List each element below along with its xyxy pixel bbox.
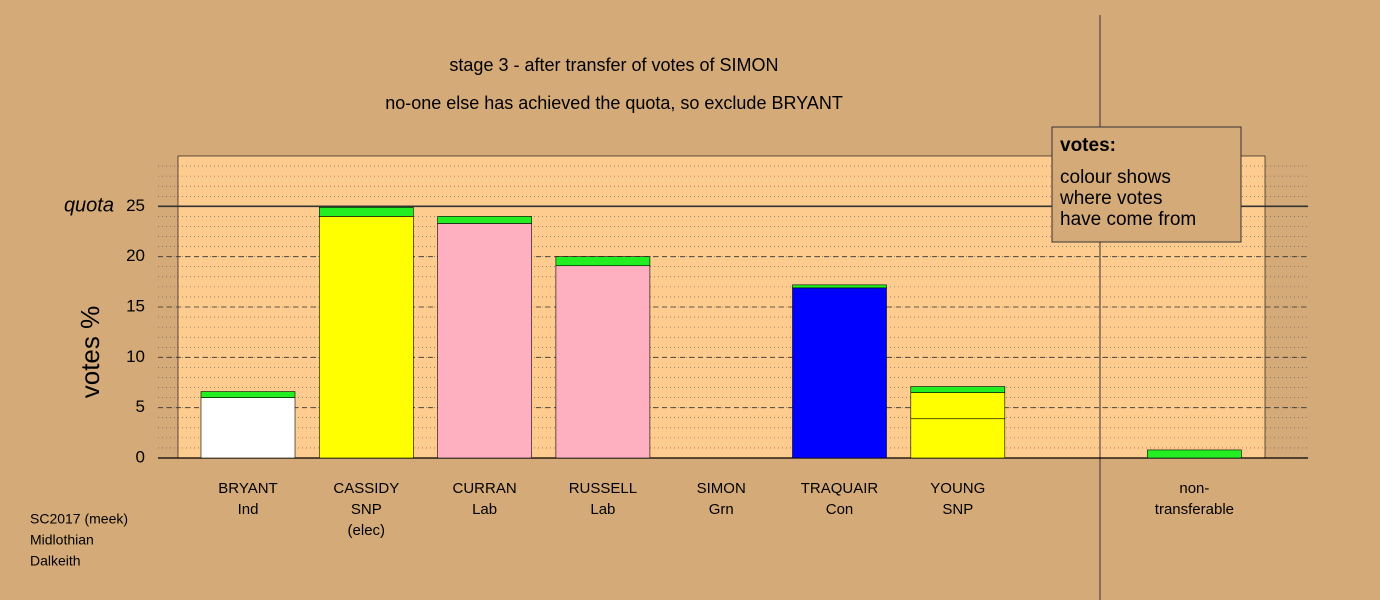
- x-tick-label: YOUNG: [930, 480, 985, 497]
- chart-subtitle: no-one else has achieved the quota, so e…: [385, 93, 843, 113]
- x-tick-label: Ind: [238, 501, 259, 518]
- x-tick-label: Grn: [709, 501, 734, 518]
- x-tick-label: transferable: [1155, 501, 1234, 518]
- x-tick-label: (elec): [348, 522, 386, 539]
- x-tick-label: Lab: [590, 501, 615, 518]
- quota-label: quota: [64, 195, 114, 217]
- footer-text: Midlothian: [30, 532, 94, 548]
- bar-segment: [555, 265, 651, 459]
- x-tick-label: SIMON: [697, 480, 746, 497]
- footer-text: SC2017 (meek): [30, 511, 128, 527]
- legend-text: where votes: [1059, 188, 1162, 209]
- legend-text: colour shows: [1060, 167, 1171, 188]
- x-tick-label: CASSIDY: [333, 480, 399, 497]
- x-tick-label: SNP: [351, 501, 382, 518]
- y-tick-label: 0: [136, 447, 145, 466]
- x-tick-label: RUSSELL: [569, 480, 637, 497]
- bar-segment: [910, 392, 1006, 420]
- legend-title: votes:: [1060, 135, 1116, 156]
- x-tick-label: non-: [1179, 480, 1209, 497]
- chart-title: stage 3 - after transfer of votes of SIM…: [449, 55, 778, 75]
- footer-text: Dalkeith: [30, 553, 81, 569]
- bar-segment: [318, 216, 414, 459]
- x-tick-label: SNP: [942, 501, 973, 518]
- y-axis-label: votes %: [75, 306, 105, 399]
- x-tick-label: Lab: [472, 501, 497, 518]
- bar-segment: [200, 397, 296, 459]
- y-tick-label: 25: [126, 196, 145, 215]
- x-tick-label: CURRAN: [453, 480, 517, 497]
- bar-segment: [792, 287, 887, 459]
- bar-segment: [792, 284, 887, 289]
- bar-segment: [437, 223, 532, 459]
- bar-segment: [910, 418, 1006, 459]
- y-tick-label: 5: [136, 397, 145, 416]
- bar-segment: [910, 386, 1006, 393]
- y-tick-label: 15: [126, 296, 145, 315]
- x-tick-label: BRYANT: [218, 480, 277, 497]
- legend-box: [1051, 126, 1242, 243]
- x-tick-label: Con: [826, 501, 854, 518]
- bar-segment: [437, 216, 532, 224]
- bar-segment: [1147, 449, 1242, 459]
- bar-segment: [200, 391, 296, 398]
- y-tick-label: 20: [126, 246, 145, 265]
- legend-text: have come from: [1060, 209, 1196, 230]
- y-tick-label: 10: [126, 347, 145, 366]
- bar-segment: [555, 256, 651, 267]
- bar-segment: [318, 207, 414, 217]
- x-tick-label: TRAQUAIR: [801, 480, 879, 497]
